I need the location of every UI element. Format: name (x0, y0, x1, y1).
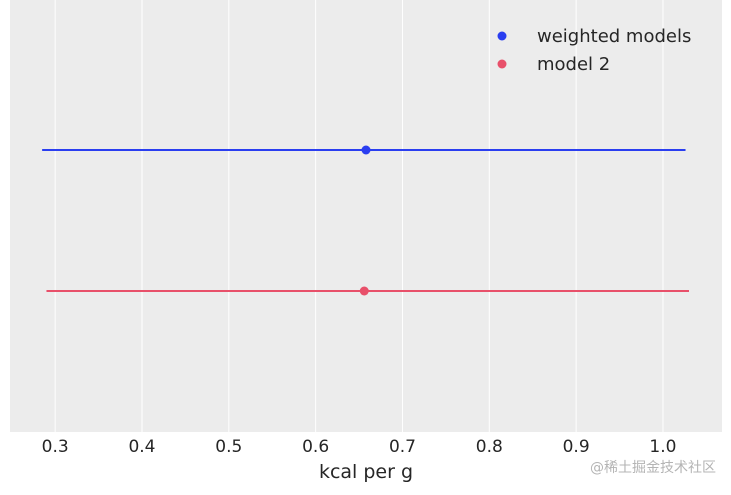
x-tick-label: 0.3 (42, 437, 69, 457)
x-tick-label: 0.7 (389, 437, 416, 457)
x-tick-label: 0.8 (476, 437, 503, 457)
point-estimate (361, 145, 371, 155)
point-estimate (359, 286, 369, 296)
legend-marker (497, 31, 507, 41)
x-tick-label: 1.0 (649, 437, 676, 457)
plot-background (10, 0, 722, 432)
legend-label: weighted models (537, 26, 691, 47)
x-tick-label: 0.6 (302, 437, 329, 457)
legend: weighted models model 2 (497, 26, 691, 75)
x-axis-label: kcal per g (319, 461, 413, 483)
legend-marker (497, 59, 507, 69)
legend-label: model 2 (537, 54, 610, 75)
watermark: @稀土掘金技术社区 (590, 460, 716, 476)
x-tick-label: 0.5 (215, 437, 242, 457)
x-tick-label: 0.4 (128, 437, 155, 457)
x-tick-label: 0.9 (563, 437, 590, 457)
